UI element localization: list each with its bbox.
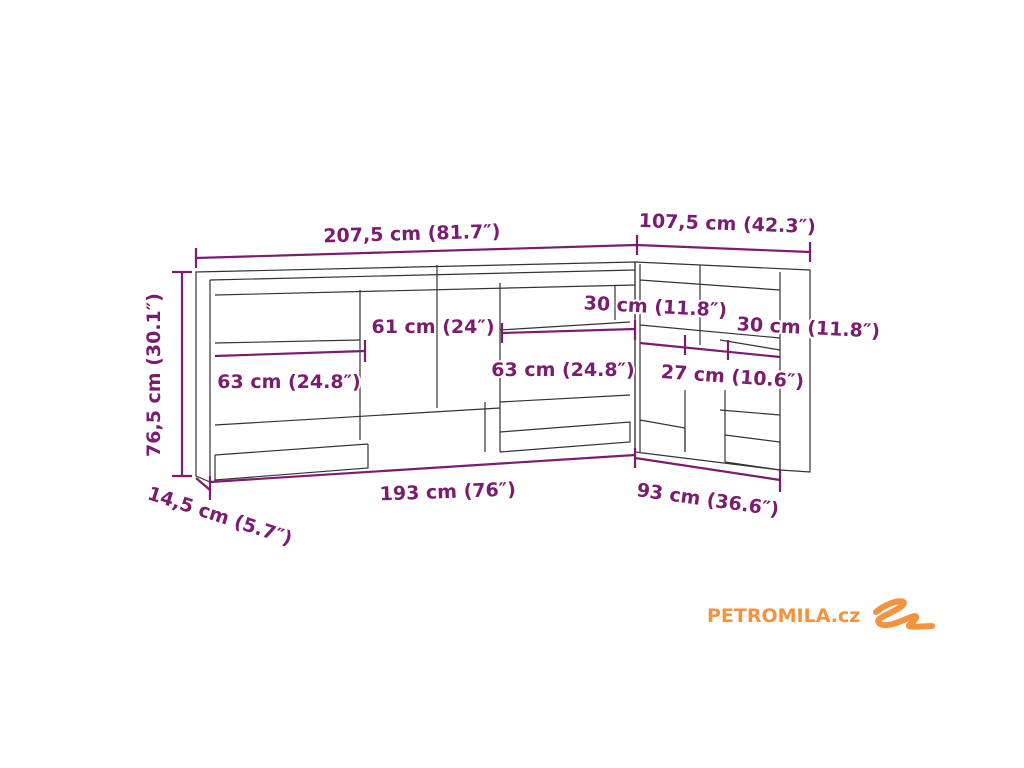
label-left-shelf: 63 cm (24.8″): [217, 371, 360, 393]
label-right-inner-width: 93 cm (36.6″): [635, 479, 780, 521]
right-unit-outline: [634, 261, 811, 473]
label-middle-span: 61 cm (24″): [371, 316, 494, 338]
label-left-width: 207,5 cm (81.7″): [323, 221, 501, 248]
label-right-width: 107,5 cm (42.3″): [638, 210, 816, 238]
label-left-inner-width: 193 cm (76″): [379, 479, 516, 506]
label-right-inner: 27 cm (10.6″): [660, 361, 805, 393]
logo-text: PETROMILA.cz: [707, 605, 860, 627]
label-right-shelf-1: 30 cm (11.8″): [583, 292, 727, 321]
label-right-shelf-2: 30 cm (11.8″): [736, 313, 880, 342]
bookcase-drawing: [195, 261, 811, 483]
logo-swirl-icon: [873, 598, 935, 630]
label-depth: 14,5 cm (5.7″): [145, 483, 295, 550]
petromila-logo: PETROMILA.cz: [707, 598, 935, 630]
label-height: 76,5 cm (30.1″): [143, 293, 165, 457]
dimension-lines: [172, 235, 812, 500]
label-center-shelf: 63 cm (24.8″): [491, 359, 634, 381]
